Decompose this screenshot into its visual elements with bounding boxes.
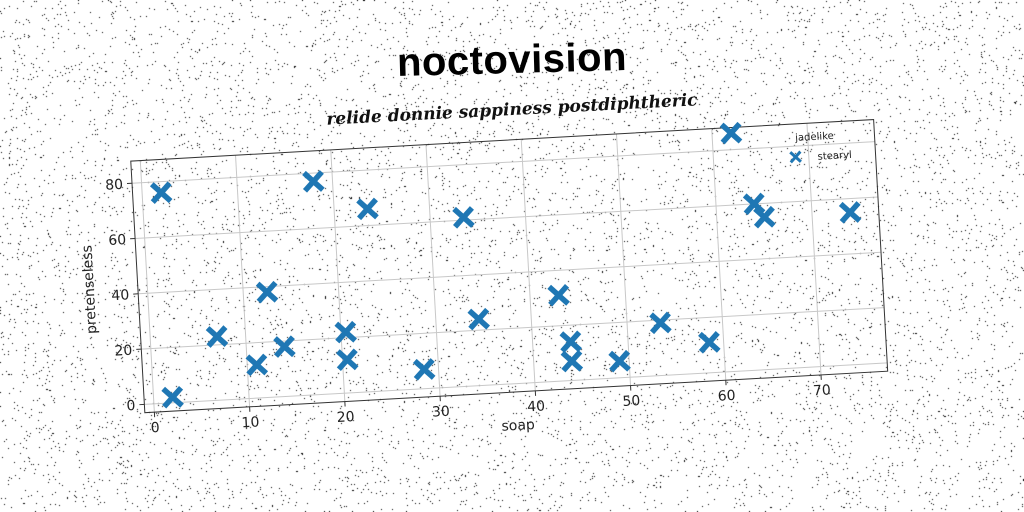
x-tick-label: 30 bbox=[432, 404, 451, 421]
x-gridline bbox=[139, 160, 155, 413]
x-gridline bbox=[520, 139, 536, 391]
legend-marker-glyph bbox=[789, 150, 802, 164]
data-point bbox=[547, 284, 570, 307]
legend-entry-stearyl: stearyl bbox=[817, 150, 852, 163]
x-gridline bbox=[711, 128, 727, 381]
y-gridline bbox=[144, 362, 888, 405]
x-gridline bbox=[235, 155, 251, 407]
data-point bbox=[467, 307, 491, 331]
y-gridline bbox=[141, 307, 885, 350]
data-point bbox=[302, 170, 325, 193]
data-point bbox=[356, 197, 379, 221]
data-points bbox=[149, 121, 862, 409]
plot-frame bbox=[130, 119, 889, 414]
x-gridline bbox=[330, 149, 346, 402]
data-point bbox=[334, 320, 357, 344]
y-tick-label: 80 bbox=[105, 177, 124, 194]
x-gridline bbox=[806, 123, 822, 375]
y-tick-label: 0 bbox=[126, 398, 136, 414]
legend-title: jadelike bbox=[794, 131, 834, 144]
y-axis-label: pretenseless bbox=[79, 245, 100, 335]
y-gridline bbox=[131, 141, 875, 184]
x-gridline bbox=[425, 144, 441, 397]
x-tick-label: 70 bbox=[813, 382, 832, 399]
x-tick-label: 50 bbox=[622, 393, 641, 410]
data-point bbox=[560, 349, 584, 373]
grid bbox=[131, 123, 888, 413]
x-axis-label: soap bbox=[501, 417, 535, 435]
data-point bbox=[205, 325, 229, 348]
legend-marker-stearyl bbox=[789, 150, 802, 164]
legend: jadelike stearyl bbox=[789, 131, 852, 164]
y-gridline bbox=[138, 251, 882, 295]
data-point bbox=[255, 280, 279, 304]
x-tick-label: 60 bbox=[717, 388, 736, 405]
x-tick-label: 20 bbox=[336, 409, 355, 426]
y-tick-label: 40 bbox=[111, 287, 130, 304]
data-point bbox=[742, 192, 766, 216]
data-point bbox=[412, 358, 436, 381]
x-tick-label: 10 bbox=[241, 414, 260, 431]
data-point bbox=[452, 206, 475, 229]
y-tick-label: 20 bbox=[114, 343, 133, 360]
x-gridline bbox=[615, 133, 632, 386]
data-point bbox=[161, 386, 184, 409]
data-point bbox=[273, 335, 296, 358]
y-tick-label: 60 bbox=[108, 232, 127, 249]
axis-ticks: 0 10 20 30 40 50 60 70 0 20 40 60 80 bbox=[105, 177, 832, 437]
data-point bbox=[336, 348, 359, 372]
data-point bbox=[608, 349, 631, 373]
x-tick-label: 0 bbox=[150, 420, 160, 436]
data-point bbox=[719, 121, 743, 145]
data-point bbox=[559, 330, 583, 354]
x-tick-label: 40 bbox=[527, 398, 546, 415]
data-point bbox=[245, 353, 269, 377]
data-point bbox=[838, 201, 862, 224]
data-point bbox=[698, 331, 721, 354]
data-point bbox=[649, 311, 672, 335]
data-point bbox=[753, 205, 776, 229]
data-point bbox=[149, 181, 173, 204]
